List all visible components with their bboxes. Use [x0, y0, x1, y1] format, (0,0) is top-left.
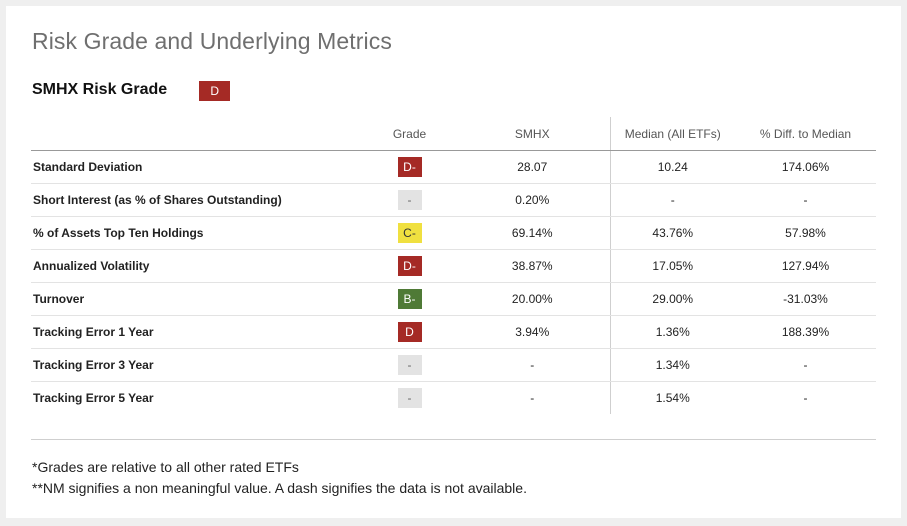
metric-name: Turnover [31, 282, 364, 316]
metric-name: Tracking Error 5 Year [33, 391, 154, 405]
metric-name: Standard Deviation [31, 150, 364, 184]
grade-badge: - [397, 355, 422, 375]
table-row: Annualized Volatility D- 38.87% 17.05% 1… [31, 249, 876, 283]
header-median: Median (All ETFs) [610, 117, 735, 151]
smhx-value: 20.00% [455, 282, 611, 316]
risk-grade-summary: SMHX Risk Grade D [32, 79, 231, 101]
diff-value: 57.98% [735, 216, 876, 250]
grade-cell: C- [364, 216, 455, 250]
footnote-grades: *Grades are relative to all other rated … [32, 459, 299, 475]
table-row: Tracking Error 1 Year D 3.94% 1.36% 188.… [31, 315, 876, 349]
grade-badge: B- [397, 289, 422, 309]
metric-name: Annualized Volatility [31, 249, 364, 283]
median-value: 43.76% [610, 216, 735, 250]
risk-grade-card: Risk Grade and Underlying Metrics SMHX R… [6, 6, 901, 518]
grade-badge: C- [397, 223, 422, 243]
median-value: 1.34% [610, 348, 735, 382]
table-row: Tracking Error 5 Year - - 1.54% - [31, 381, 876, 415]
grade-cell: D- [364, 150, 455, 184]
grade-cell: B- [364, 282, 455, 316]
table-row: Standard Deviation D- 28.07 10.24 174.06… [31, 150, 876, 184]
footer-divider [31, 439, 876, 440]
smhx-value: 38.87% [455, 249, 611, 283]
smhx-value: - [455, 381, 611, 414]
footnote-nm: **NM signifies a non meaningful value. A… [32, 480, 527, 496]
table-row: Tracking Error 3 Year - - 1.34% - [31, 348, 876, 382]
diff-value: -31.03% [735, 282, 876, 316]
header-smhx: SMHX [455, 117, 611, 151]
diff-value: 174.06% [735, 150, 876, 184]
grade-cell: D [364, 315, 455, 349]
median-value: 1.54% [655, 391, 690, 405]
diff-value: 188.39% [735, 315, 876, 349]
grade-badge: D- [397, 256, 422, 276]
smhx-value: 3.94% [455, 315, 611, 349]
smhx-value: 28.07 [455, 150, 611, 184]
grade-cell: - [364, 183, 455, 217]
metric-name: % of Assets Top Ten Holdings [31, 216, 364, 250]
grade-cell: - [364, 348, 455, 382]
metrics-table: Grade SMHX Median (All ETFs) % Diff. to … [31, 117, 876, 414]
smhx-value: 0.20% [455, 183, 611, 217]
smhx-value: - [455, 348, 611, 382]
grade-badge: D- [397, 157, 422, 177]
smhx-value: 69.14% [455, 216, 611, 250]
table-row: Turnover B- 20.00% 29.00% -31.03% [31, 282, 876, 316]
grade-badge: - [397, 190, 422, 210]
diff-value: - [803, 391, 808, 405]
header-diff: % Diff. to Median [735, 117, 876, 151]
table-header-row: Grade SMHX Median (All ETFs) % Diff. to … [31, 117, 876, 151]
grade-badge: - [397, 388, 422, 408]
grade-cell: - [364, 382, 455, 415]
diff-value: 127.94% [735, 249, 876, 283]
metric-name: Tracking Error 3 Year [31, 348, 364, 382]
page-title: Risk Grade and Underlying Metrics [32, 28, 392, 54]
grade-badge: D [397, 322, 422, 342]
table-row: Short Interest (as % of Shares Outstandi… [31, 183, 876, 217]
table-row: % of Assets Top Ten Holdings C- 69.14% 4… [31, 216, 876, 250]
risk-grade-label: SMHX Risk Grade [32, 81, 168, 98]
header-metric [31, 117, 364, 151]
median-value: 1.36% [610, 315, 735, 349]
header-grade: Grade [364, 117, 455, 151]
metric-name: Tracking Error 1 Year [31, 315, 364, 349]
median-value: 29.00% [610, 282, 735, 316]
median-value: 17.05% [610, 249, 735, 283]
median-value: 10.24 [610, 150, 735, 184]
median-value: - [610, 183, 735, 217]
risk-grade-badge: D [199, 81, 231, 101]
grade-cell: D- [364, 249, 455, 283]
diff-value: - [735, 183, 876, 217]
diff-value: - [735, 348, 876, 382]
metric-name: Short Interest (as % of Shares Outstandi… [31, 183, 364, 217]
